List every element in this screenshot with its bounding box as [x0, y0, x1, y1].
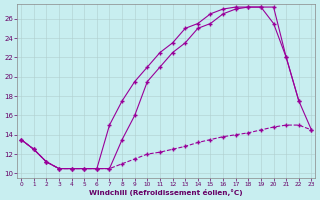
X-axis label: Windchill (Refroidissement éolien,°C): Windchill (Refroidissement éolien,°C) [90, 189, 243, 196]
